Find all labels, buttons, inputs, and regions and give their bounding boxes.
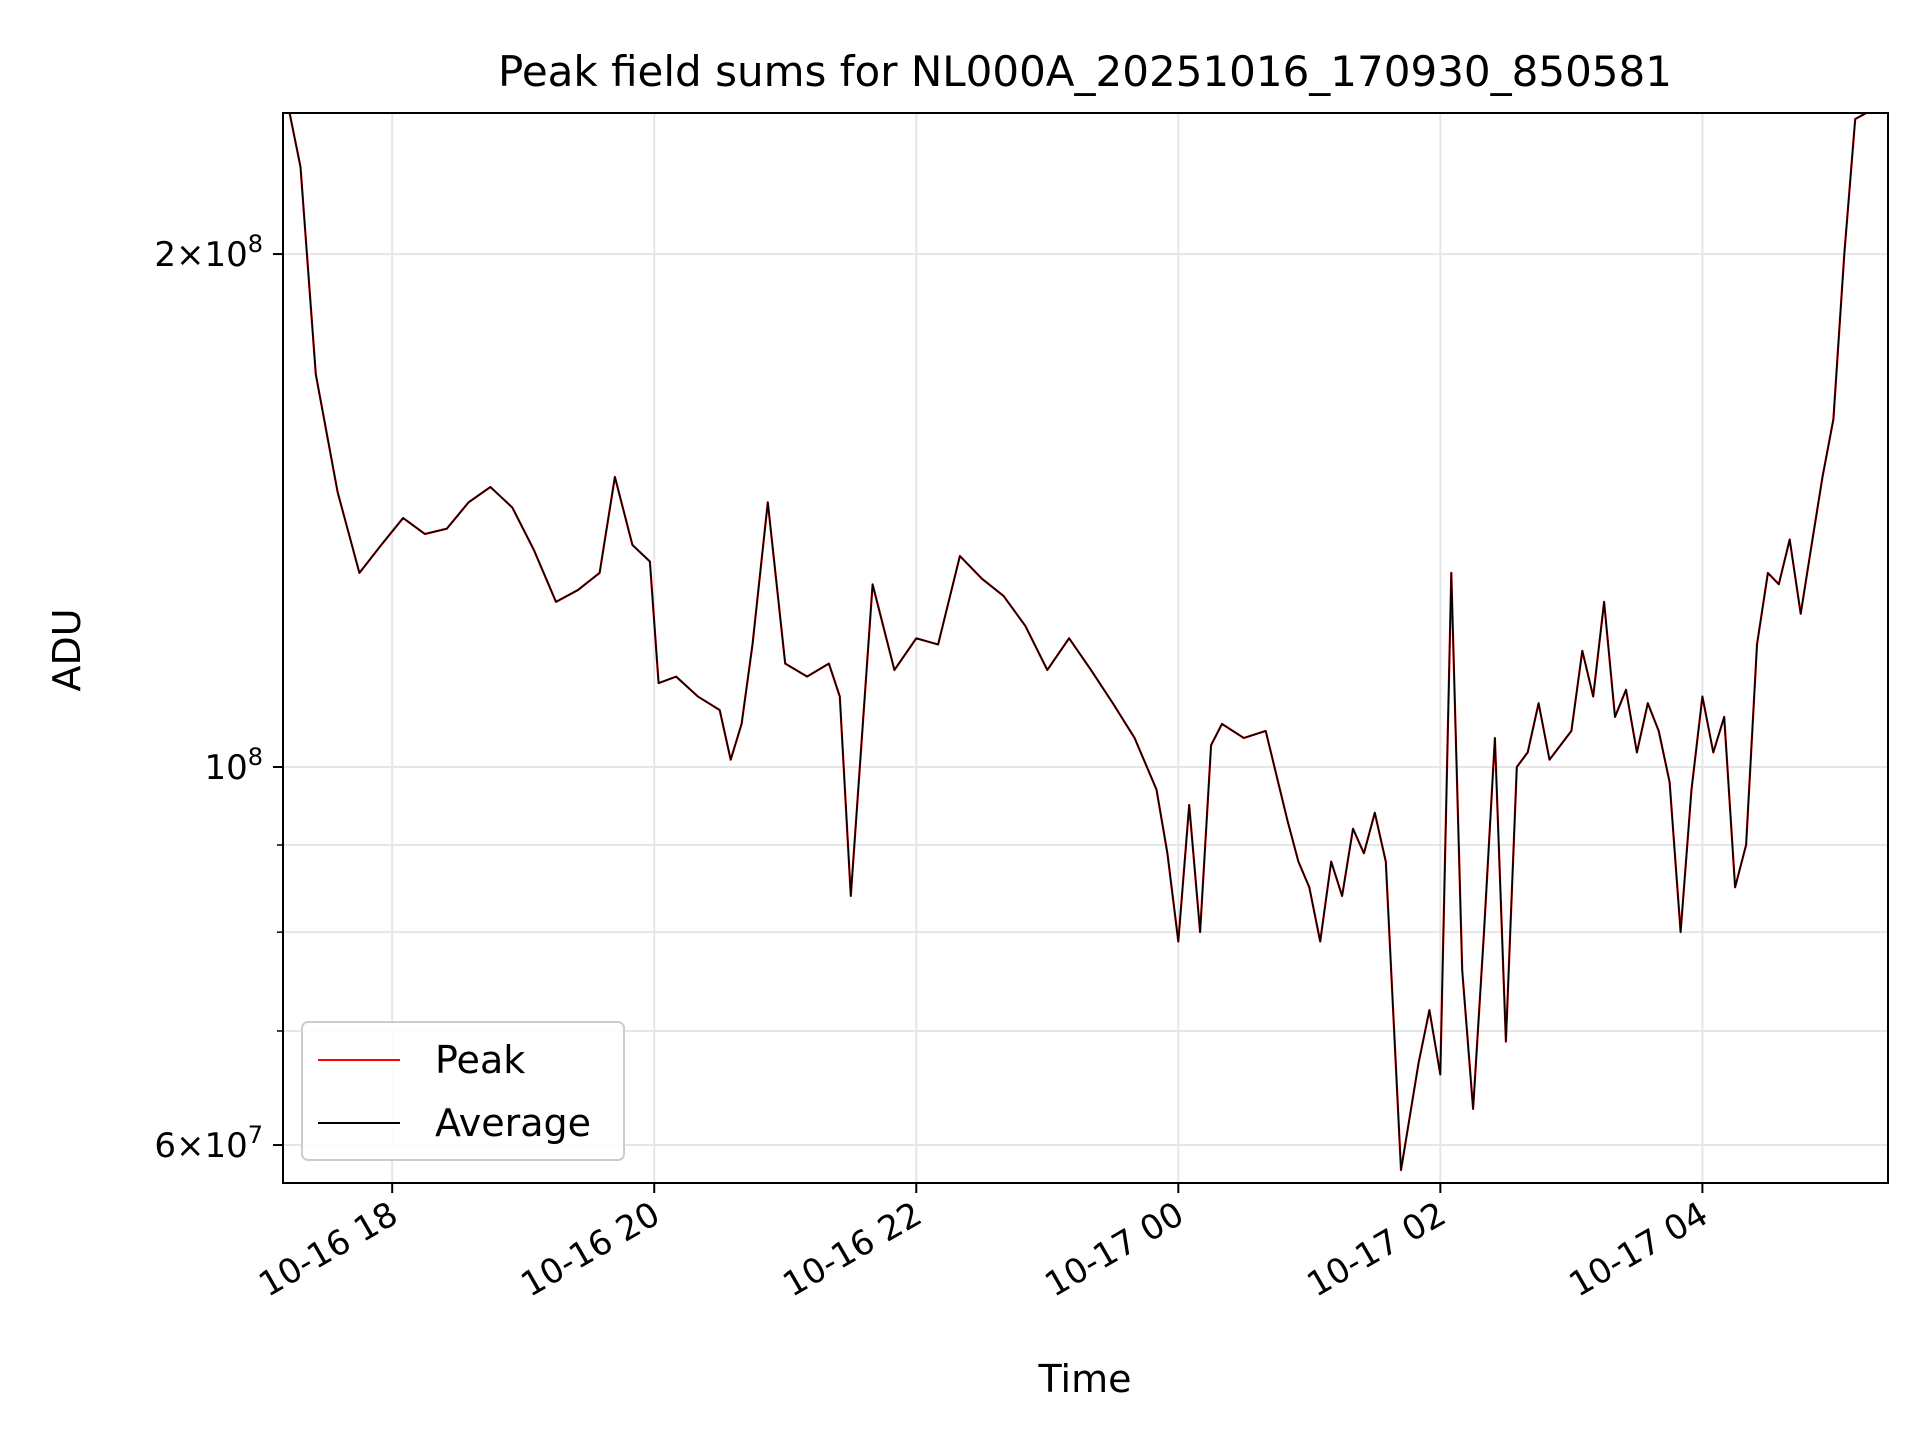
y-axis-ticks: 6×107 108 2×108 <box>154 230 283 1166</box>
legend: Peak Average <box>301 1021 625 1161</box>
y-axis-label: ADU <box>45 608 89 691</box>
y-tick-label: 108 <box>204 743 263 788</box>
legend-label-peak: Peak <box>435 1038 525 1082</box>
y-tick-label: 2×108 <box>154 230 263 275</box>
series-line-average <box>288 113 1867 1171</box>
plot-frame <box>282 112 1889 1184</box>
chart-title: Peak field sums for NL000A_20251016_1709… <box>498 47 1672 96</box>
legend-box <box>301 1021 625 1161</box>
series-layer <box>288 113 1867 1172</box>
legend-label-average: Average <box>435 1101 591 1145</box>
grid-layer <box>283 113 1888 1183</box>
x-axis-label: Time <box>1038 1357 1132 1401</box>
y-tick-label: 6×107 <box>154 1121 263 1166</box>
